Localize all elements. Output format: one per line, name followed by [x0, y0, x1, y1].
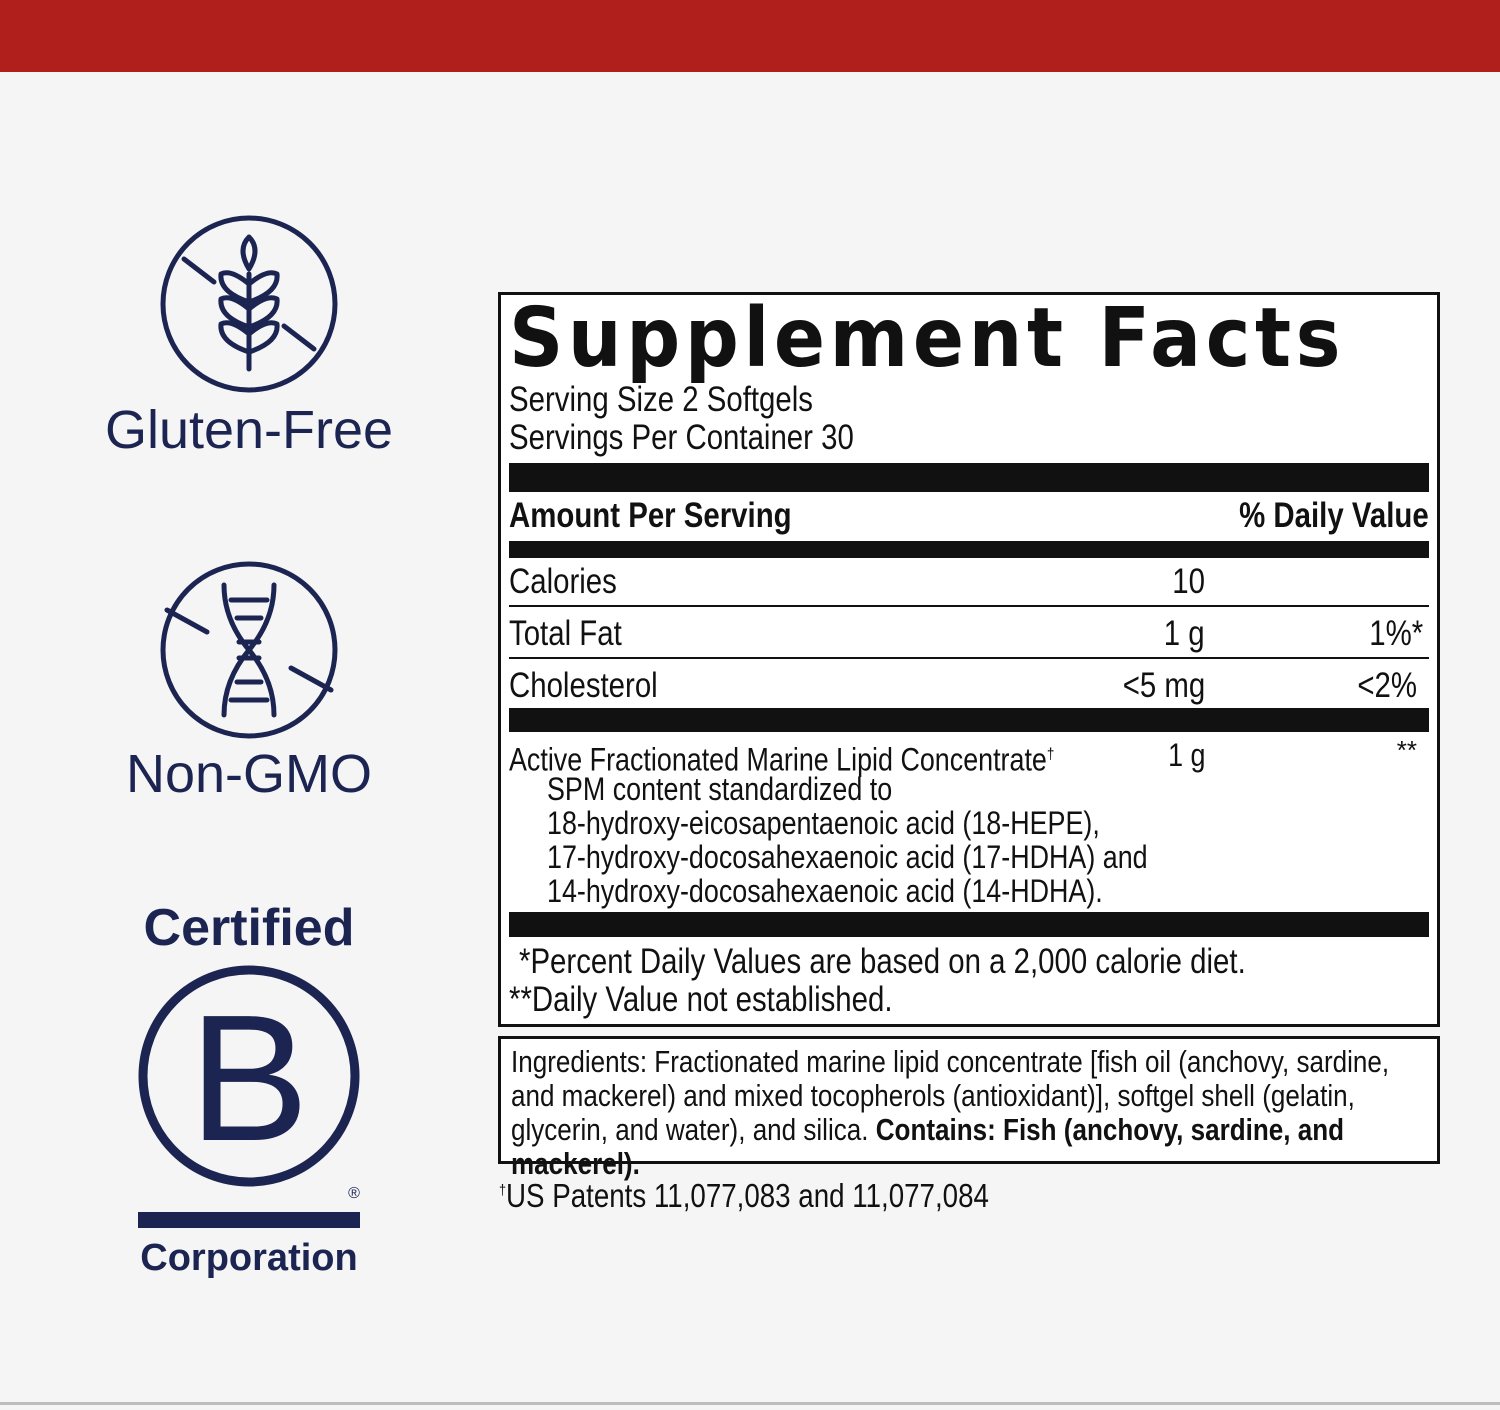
b-corp-badge: Certified B ® Corporation [49, 898, 449, 1288]
row-dv: 1%* [1369, 614, 1423, 653]
certified-label: Certified [143, 899, 355, 957]
facts-title: Supplement Facts [509, 291, 1346, 386]
thick-divider [509, 912, 1429, 937]
active-dv: ** [1396, 735, 1417, 765]
row-dv: <2% [1357, 666, 1417, 705]
header-amount: Amount Per Serving [509, 496, 792, 535]
ingredients-box: Ingredients: Fractionated marine lipid c… [498, 1036, 1440, 1181]
row-amount: <5 mg [1122, 666, 1205, 705]
svg-text:B: B [189, 978, 309, 1179]
footnote-not-established: **Daily Value not established. [509, 980, 893, 1019]
active-sub-lines: SPM content standardized to 18-hydroxy-e… [547, 771, 1148, 909]
serving-size: Serving Size 2 Softgels [509, 380, 813, 419]
b-corp-logo: B ® [138, 965, 360, 1214]
row-name: Cholesterol [509, 666, 658, 705]
non-gmo-badge: Non-GMO [49, 560, 449, 804]
gluten-free-label: Gluten-Free [104, 400, 394, 460]
header-daily-value: % Daily Value [1239, 496, 1429, 535]
row-amount: 1 g [1164, 614, 1205, 653]
allergen-statement: Contains: Fish (anchovy, sardine, and ma… [511, 1112, 1345, 1181]
supplement-facts-panel: Supplement Facts Serving Size 2 Softgels… [498, 292, 1440, 1027]
patents: †US Patents 11,077,083 and 11,077,084 [499, 1177, 989, 1214]
gluten-free-badge: Gluten-Free [49, 214, 449, 460]
no-gmo-dna-icon [160, 561, 338, 739]
bottom-divider [0, 1402, 1500, 1405]
corporation-label: Corporation [140, 1237, 358, 1279]
active-ingredient-name: Active Fractionated Marine Lipid Concent… [509, 741, 1055, 778]
svg-text:®: ® [348, 1185, 360, 1202]
top-banner [0, 0, 1500, 72]
row-divider [509, 657, 1429, 659]
no-gluten-wheat-icon [160, 215, 338, 393]
row-name: Calories [509, 562, 617, 601]
row-amount: 10 [1172, 562, 1205, 601]
thick-divider [509, 463, 1429, 492]
row-name: Total Fat [509, 614, 622, 653]
row-divider [509, 605, 1429, 607]
ingredients-text: Ingredients: Fractionated marine lipid c… [511, 1044, 1390, 1181]
medium-divider [509, 541, 1429, 558]
b-corp-underline [138, 1214, 360, 1228]
non-gmo-label: Non-GMO [125, 744, 373, 804]
servings-per-container: Servings Per Container 30 [509, 418, 854, 457]
footnote-percent: *Percent Daily Values are based on a 2,0… [519, 942, 1246, 981]
active-amount: 1 g [1167, 737, 1205, 773]
thick-divider [509, 708, 1429, 732]
